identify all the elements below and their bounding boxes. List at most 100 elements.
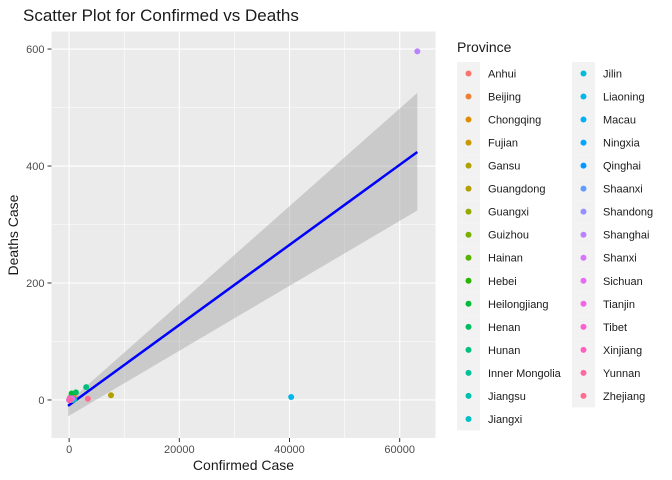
legend-swatch: [465, 116, 472, 123]
data-point: [108, 392, 115, 399]
legend-swatch: [465, 415, 472, 422]
legend-item: Hebei: [457, 269, 517, 293]
legend-swatch: [465, 369, 472, 376]
legend-label: Gansu: [488, 161, 520, 173]
legend-label: Tibet: [603, 322, 627, 334]
legend-swatch: [580, 300, 587, 307]
legend-swatch: [465, 208, 472, 215]
legend-item: Heilongjiang: [457, 292, 549, 316]
legend-item: Guangdong: [457, 177, 546, 201]
legend-item: Jiangsu: [457, 384, 526, 408]
legend-item: Tianjin: [572, 292, 635, 316]
y-axis-title: Deaths Case: [5, 194, 21, 275]
y-tick-label: 400: [26, 161, 44, 173]
legend-swatch: [465, 185, 472, 192]
legend-swatch: [580, 231, 587, 238]
legend-item: Shanghai: [572, 223, 650, 247]
legend-swatch: [580, 208, 587, 215]
legend-item: Beijing: [457, 85, 521, 109]
legend-label: Heilongjiang: [488, 299, 549, 311]
y-tick-label: 200: [26, 278, 44, 290]
legend-label: Zhejiang: [603, 391, 645, 403]
legend-label: Hainan: [488, 253, 523, 265]
data-point: [72, 389, 79, 396]
legend-item: Xinjiang: [572, 338, 642, 362]
legend-swatch: [580, 369, 587, 376]
data-points: [66, 48, 421, 403]
legend-item: Henan: [457, 315, 520, 339]
legend-item: Tibet: [572, 315, 627, 339]
legend-item: Fujian: [457, 131, 518, 155]
legend-swatch: [580, 185, 587, 192]
legend-swatch: [580, 323, 587, 330]
legend-label: Henan: [488, 322, 520, 334]
legend-item: Jiangxi: [457, 407, 522, 431]
data-point: [67, 396, 74, 403]
legend-label: Liaoning: [603, 92, 645, 104]
legend-label: Fujian: [488, 138, 518, 150]
legend-label: Inner Mongolia: [488, 368, 562, 380]
data-point: [414, 48, 421, 55]
legend-label: Hebei: [488, 276, 517, 288]
legend-item: Macau: [572, 108, 636, 132]
legend-swatch: [580, 70, 587, 77]
legend-swatch: [465, 392, 472, 399]
legend-item: Gansu: [457, 154, 520, 178]
legend-swatch: [465, 300, 472, 307]
legend-label: Hunan: [488, 345, 520, 357]
legend-swatch: [465, 93, 472, 100]
legend-label: Yunnan: [603, 368, 640, 380]
legend-title: Province: [457, 39, 512, 55]
legend-label: Tianjin: [603, 299, 635, 311]
legend-item: Zhejiang: [572, 384, 645, 408]
legend-swatch: [465, 231, 472, 238]
y-tick-label: 0: [38, 395, 44, 407]
legend-swatch: [580, 139, 587, 146]
y-tick-label: 600: [26, 44, 44, 56]
legend-item: Hainan: [457, 246, 523, 270]
legend-item: Shaanxi: [572, 177, 643, 201]
legend-label: Anhui: [488, 69, 516, 81]
x-tick-label: 40000: [274, 444, 305, 456]
data-point: [83, 384, 90, 391]
chart-title: Scatter Plot for Confirmed vs Deaths: [23, 6, 299, 25]
legend-item: Inner Mongolia: [457, 361, 562, 385]
major-gridlines: [51, 31, 436, 438]
legend-item: Hunan: [457, 338, 520, 362]
x-axis: 0 20000 40000 60000: [66, 438, 415, 456]
legend-swatch: [580, 254, 587, 261]
legend-item: Shandong: [572, 200, 653, 224]
legend-label: Guangxi: [488, 207, 529, 219]
legend-item: Yunnan: [572, 361, 640, 385]
legend-label: Jilin: [603, 69, 622, 81]
legend-item: Qinghai: [572, 154, 641, 178]
regression-fit: [67, 92, 419, 417]
data-point: [84, 395, 91, 402]
legend-label: Qinghai: [603, 161, 641, 173]
legend-label: Shanxi: [603, 253, 637, 265]
legend-swatch: [580, 392, 587, 399]
legend-label: Chongqing: [488, 115, 541, 127]
minor-gridlines: [51, 31, 436, 438]
legend-swatch: [465, 323, 472, 330]
legend-label: Guizhou: [488, 230, 529, 242]
legend-label: Sichuan: [603, 276, 643, 288]
legend-label: Macau: [603, 115, 636, 127]
legend-item: Sichuan: [572, 269, 643, 293]
y-axis: 0 200 400 600: [26, 44, 52, 407]
legend-label: Beijing: [488, 92, 521, 104]
legend-item: Jilin: [572, 62, 622, 85]
confidence-band: [68, 92, 418, 417]
x-tick-label: 20000: [164, 444, 195, 456]
legend-label: Jiangxi: [488, 414, 522, 426]
legend-swatch: [465, 254, 472, 261]
legend-label: Guangdong: [488, 184, 546, 196]
legend-swatch: [465, 277, 472, 284]
legend-item: Chongqing: [457, 108, 541, 132]
legend-label: Xinjiang: [603, 345, 642, 357]
legend-swatch: [580, 93, 587, 100]
legend-swatch: [580, 346, 587, 353]
legend-swatch: [580, 277, 587, 284]
legend-label: Shaanxi: [603, 184, 643, 196]
